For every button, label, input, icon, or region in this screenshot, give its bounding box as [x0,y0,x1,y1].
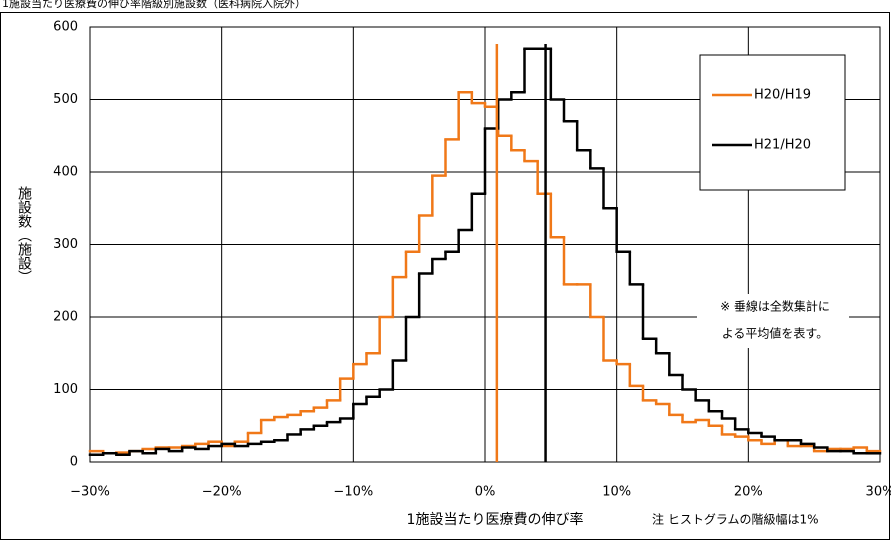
x-tick-label: 0% [475,485,496,500]
annotation-box [697,294,849,348]
x-tick-label: −10% [333,485,373,500]
y-tick-label: 200 [53,310,78,325]
annotation: ※ 垂線は全数集計に [720,299,830,314]
legend-label: H20/H19 [754,88,811,103]
y-tick-label: 0 [70,455,78,470]
annotation: よる平均値を表す。 [722,326,828,341]
y-tick-label: 100 [53,382,78,397]
legend [699,54,846,191]
y-tick-label: 600 [53,20,78,35]
y-tick-label: 400 [53,165,78,180]
legend-label: H21/H20 [754,138,811,153]
x-tick-label: 10% [602,485,631,500]
x-tick-label: 20% [734,485,763,500]
y-axis-label: 施設数（施設） [16,186,32,284]
note: 注 ヒストグラムの階級幅は1% [652,512,819,527]
chart-title: 1施設当たり医療費の伸び率階級別施設数（医科病院入院外） [2,0,306,10]
x-tick-label: 30% [866,485,891,500]
x-tick-label: −30% [70,485,110,500]
y-tick-label: 500 [53,92,78,107]
y-tick-label: 300 [53,237,78,252]
x-axis-label: 1施設当たり医療費の伸び率 [407,511,584,528]
x-tick-label: −20% [202,485,242,500]
